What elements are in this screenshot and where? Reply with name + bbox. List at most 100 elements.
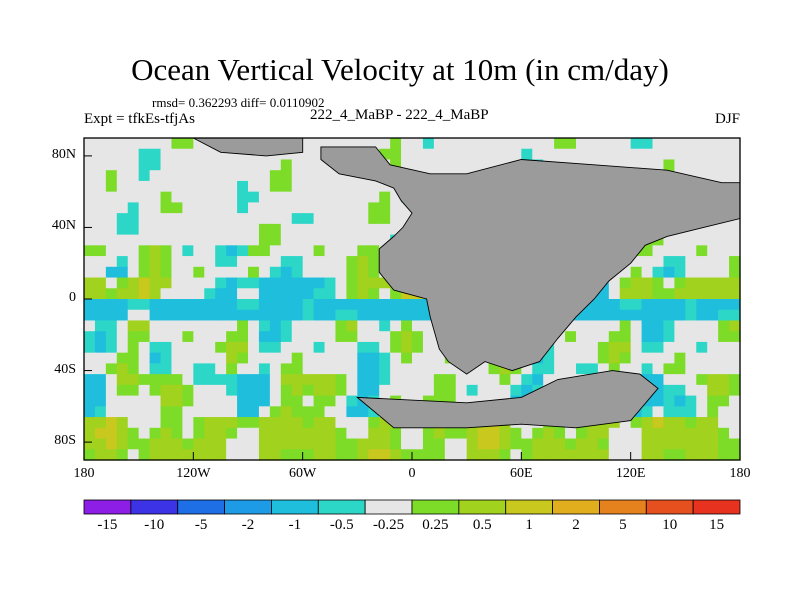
field-cell <box>193 191 205 203</box>
field-cell <box>258 234 271 246</box>
field-cell <box>237 299 249 311</box>
field-cell <box>554 438 566 450</box>
field-cell <box>127 449 140 461</box>
field-cell <box>215 213 227 225</box>
field-cell <box>94 309 107 322</box>
land-region <box>320 146 741 375</box>
field-cell <box>138 245 151 257</box>
field-cell <box>204 417 216 429</box>
field-cell <box>237 180 249 193</box>
field-cell <box>346 309 358 322</box>
field-cell <box>346 288 358 300</box>
field-cell <box>685 417 697 429</box>
field-cell <box>324 374 337 386</box>
field-cell <box>237 245 249 257</box>
field-cell <box>149 223 162 236</box>
field-cell <box>401 352 413 364</box>
field-cell <box>258 288 271 300</box>
field-cell <box>433 148 446 161</box>
field-cell <box>94 299 107 311</box>
field-cell <box>433 159 446 171</box>
field-cell <box>237 170 249 182</box>
field-cell <box>127 148 140 161</box>
field-cell <box>302 363 315 375</box>
field-cell <box>237 384 249 397</box>
field-cell <box>718 170 730 182</box>
field-cell <box>696 309 708 322</box>
field-cell <box>488 438 501 450</box>
field-cell <box>226 180 238 193</box>
field-cell <box>696 148 708 161</box>
field-cell <box>84 138 96 150</box>
field-cell <box>433 438 446 450</box>
field-cell <box>357 363 369 375</box>
field-cell <box>630 159 643 171</box>
field-cell <box>707 138 719 150</box>
field-cell <box>379 449 391 461</box>
field-cell <box>313 299 326 311</box>
field-cell <box>248 384 260 397</box>
field-cell <box>335 223 347 236</box>
field-cell <box>302 288 315 300</box>
field-cell <box>576 363 588 375</box>
field-cell <box>258 277 271 289</box>
field-cell <box>226 202 238 214</box>
field-cell <box>105 159 118 171</box>
field-cell <box>237 331 249 343</box>
field-cell <box>280 213 293 225</box>
field-cell <box>630 449 643 461</box>
field-cell <box>576 331 588 343</box>
field-cell <box>84 299 96 311</box>
field-cell <box>302 384 315 397</box>
field-cell <box>302 234 315 246</box>
field-cell <box>335 417 347 429</box>
field-cell <box>84 288 96 300</box>
field-cell <box>116 234 129 246</box>
field-cell <box>127 309 140 322</box>
field-cell <box>248 223 260 236</box>
colorbar-label: -0.25 <box>372 517 405 533</box>
field-cell <box>138 159 151 171</box>
field-cell <box>116 320 129 332</box>
field-cell <box>226 331 238 343</box>
field-cell <box>182 341 194 354</box>
field-cell <box>105 341 118 354</box>
field-cell <box>576 352 588 364</box>
field-cell <box>663 245 675 257</box>
field-cell <box>586 427 599 440</box>
field-cell <box>226 277 238 289</box>
field-cell <box>696 234 708 246</box>
field-cell <box>346 234 358 246</box>
field-cell <box>226 438 238 450</box>
field-cell <box>215 320 227 332</box>
field-cell <box>422 384 435 397</box>
field-cell <box>663 341 675 354</box>
field-cell <box>608 288 621 300</box>
field-cell <box>280 288 293 300</box>
field-cell <box>302 202 315 214</box>
field-cell <box>335 449 347 461</box>
field-cell <box>532 138 544 150</box>
field-cell <box>652 352 665 364</box>
field-cell <box>291 299 304 311</box>
field-cell <box>226 427 238 440</box>
field-cell <box>357 245 369 257</box>
field-cell <box>215 256 227 268</box>
field-cell <box>641 309 654 322</box>
field-cell <box>368 277 380 289</box>
field-cell <box>84 213 96 225</box>
field-cell <box>138 277 151 289</box>
field-cell <box>215 170 227 182</box>
field-cell <box>237 256 249 268</box>
field-cell <box>160 191 173 203</box>
field-cell <box>379 223 391 236</box>
field-cell <box>554 363 566 375</box>
field-cell <box>499 384 511 397</box>
field-cell <box>324 384 337 397</box>
field-cell <box>707 256 719 268</box>
field-cell <box>84 341 96 354</box>
field-cell <box>160 148 173 161</box>
field-cell <box>204 288 216 300</box>
field-cell <box>696 374 708 386</box>
field-cell <box>488 427 501 440</box>
